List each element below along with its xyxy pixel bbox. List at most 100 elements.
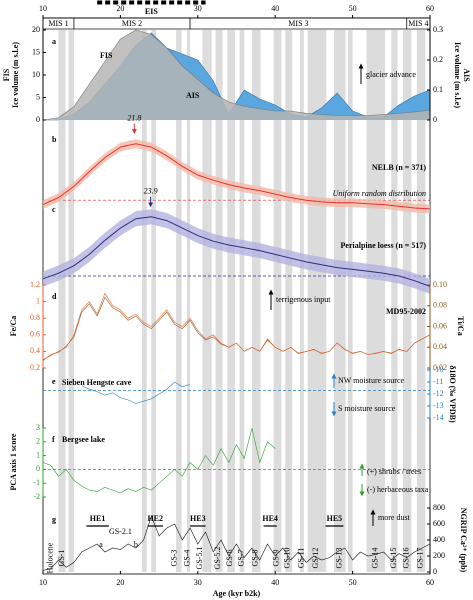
stadial-label: GS-2.1: [109, 527, 132, 536]
stadial-band: [142, 30, 147, 572]
series-label: AIS: [186, 91, 200, 100]
stadial-band: [239, 30, 245, 572]
y-tick-label: 1: [36, 450, 40, 459]
x-tick-label: 40: [271, 578, 279, 587]
annotation: MD95-2002: [386, 307, 426, 316]
x-axis-title: Age (kyr b2k): [213, 589, 261, 598]
period-label: MIS 4: [408, 19, 428, 28]
event-label: HE3: [190, 514, 206, 523]
y-tick-label: -2: [33, 492, 40, 501]
stadial-label: GS-11: [296, 548, 305, 569]
stadial-band: [299, 30, 304, 572]
y-tick-label: 20: [32, 25, 40, 34]
stadial-label: GS-6: [225, 550, 234, 567]
stadial-band: [347, 30, 353, 572]
annotation: (+) shrubs / trees: [367, 467, 421, 476]
event-label: HE4: [262, 514, 278, 523]
x-tick-label: 30: [194, 578, 202, 587]
event-label: HE5: [327, 514, 343, 523]
series-line: [42, 515, 431, 571]
panel-letter: b: [52, 135, 57, 144]
y-tick-label: 200: [433, 551, 445, 560]
y2-axis-title: δ18O (‰ VPDB): [448, 365, 457, 423]
y-axis-title: Fe/Ca: [9, 316, 18, 336]
stadial-band: [227, 30, 235, 572]
x-tick-label: 50: [349, 4, 357, 13]
stadial-band: [251, 30, 261, 572]
x-tick-label: 10: [39, 578, 47, 587]
y-tick-label: -10: [433, 365, 444, 374]
panel-letter: c: [52, 205, 56, 214]
panel-letter: e: [52, 377, 56, 386]
series-label: NELB (n = 371): [372, 163, 426, 172]
stadial-band: [68, 30, 74, 572]
series-line: [81, 381, 191, 404]
y-tick-label: 0: [433, 567, 437, 576]
annotation: NW moisture source: [338, 376, 405, 385]
y2-axis-title: Ti/Ca: [456, 316, 465, 335]
y-tick-label: 400: [433, 535, 445, 544]
stadial-label: b: [134, 540, 138, 549]
annotation: S moisture source: [338, 404, 396, 413]
stadial-band: [215, 30, 223, 572]
y-tick-label: 0.06: [433, 321, 447, 330]
x-tick-label: 20: [116, 4, 124, 13]
stadial-band: [391, 30, 398, 572]
x-tick-label: 10: [39, 4, 47, 13]
annotation: more dust: [378, 513, 411, 522]
y-tick-label: 0.04: [433, 342, 447, 351]
series-line: [42, 143, 431, 210]
x-tick-label: 60: [426, 4, 434, 13]
y-tick-label: -11: [433, 377, 443, 386]
y-tick-label: 1: [36, 296, 40, 305]
stadial-label: Holocene: [46, 542, 55, 573]
y-tick-label: 5: [36, 92, 40, 101]
period-label: MIS 2: [122, 19, 142, 28]
y-tick-label: 0.6: [30, 330, 40, 339]
y-tick-label: 0.8: [30, 313, 40, 322]
event-label: HE2: [147, 514, 163, 523]
x-tick-label: 50: [349, 578, 357, 587]
stadial-band: [151, 30, 157, 572]
series-label: Bergsee lake: [62, 435, 105, 444]
panel-letter: d: [52, 292, 57, 301]
peak-label: 23.9: [144, 187, 158, 196]
event-label: HE1: [90, 514, 106, 523]
stadial-label: a: [99, 540, 103, 549]
y2-axis-title: AIS: [462, 68, 471, 82]
area-fill: [43, 30, 430, 120]
stadial-label: GS-3: [169, 550, 178, 567]
stadial-band: [366, 30, 386, 572]
stadial-label: GS-15: [389, 548, 398, 569]
stadial-label: GS-7: [237, 550, 246, 567]
stadial-label: GS-5.2: [213, 547, 222, 570]
panel-letter: f: [52, 435, 55, 444]
panel-letter: a: [52, 37, 56, 46]
y-tick-label: -12: [433, 389, 444, 398]
y-tick-label: -14: [433, 413, 444, 422]
stadial-label: GS-5.1: [195, 547, 204, 570]
panel-letter: g: [52, 515, 56, 524]
stadial-label: GS-1: [57, 550, 66, 567]
stadial-band: [58, 30, 66, 572]
y-tick-label: 0.1: [433, 85, 443, 94]
y2-axis-title: NGRIP Ca²⁺ (ppb): [459, 508, 468, 573]
series-line: [42, 216, 431, 287]
area-outline: [42, 29, 431, 121]
y-tick-label: 2: [36, 437, 40, 446]
stadial-band: [273, 30, 282, 572]
annotation: terrigenous input: [276, 295, 331, 304]
stadial-label: GS-4: [183, 550, 192, 567]
y-tick-label: 0.08: [433, 301, 447, 310]
series-label: Perialpine loess (n = 517): [341, 241, 427, 250]
series-label: Sieben Hengste cave: [62, 378, 132, 387]
y-tick-label: 0: [36, 115, 40, 124]
x-tick-label: 30: [194, 4, 202, 13]
y-axis-title: PCA axis 1 score: [9, 433, 18, 490]
y-tick-label: 0.4: [30, 346, 40, 355]
y-tick-label: 15: [32, 47, 40, 56]
stadial-band: [334, 30, 346, 572]
eis-label: EIS: [145, 7, 158, 16]
annotation: glacier advance: [366, 70, 416, 79]
